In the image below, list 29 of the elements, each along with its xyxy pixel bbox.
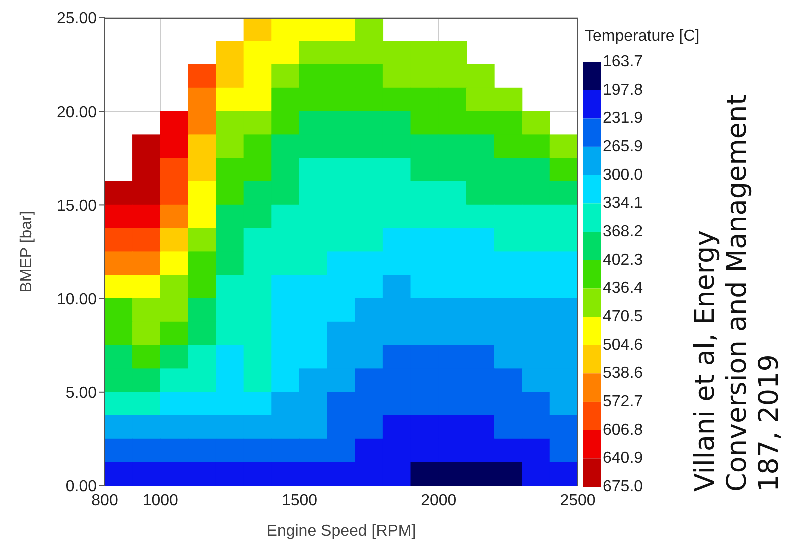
color-bar-label: 675.0 [603, 478, 644, 496]
color-bar-label: 334.1 [603, 195, 644, 212]
color-bar-label: 163.7 [603, 54, 644, 70]
color-bar-label: 470.5 [603, 308, 644, 326]
color-bar-label: 538.6 [603, 365, 644, 382]
y-tick-label: 10.00 [56, 291, 98, 308]
x-tick-label: 1500 [282, 492, 318, 510]
color-bar-label: 436.4 [603, 280, 644, 298]
color-bar-label: 368.2 [603, 223, 644, 240]
color-bar-label: 640.9 [603, 450, 644, 468]
y-tick-label: 15.00 [56, 198, 98, 215]
color-bar-label: 231.9 [603, 110, 644, 128]
x-tick-label: 2500 [560, 492, 596, 510]
y-tick-label: 5.00 [66, 385, 98, 402]
x-axis-title: Engine Speed [RPM] [266, 523, 416, 540]
x-tick-label: 2000 [421, 492, 457, 510]
color-bar-label: 572.7 [603, 393, 644, 410]
color-bar-label: 504.6 [603, 336, 644, 354]
color-bar-label: 300.0 [603, 166, 644, 184]
color-bar-label: 606.8 [603, 422, 644, 439]
y-tick-label: 20.00 [56, 104, 98, 122]
y-tick-label: 25.00 [56, 10, 98, 28]
color-bar-label: 265.9 [603, 138, 644, 156]
color-bar-label: 197.8 [603, 82, 644, 99]
color-bar-title: Temperature [C] [585, 28, 700, 45]
text: Villani et al, Energy Conversion and Management 187, 2019 [690, 94, 785, 492]
x-tick-label: 1000 [142, 492, 179, 510]
color-bar-label: 402.3 [603, 252, 644, 269]
y-axis-title: BMEP [bar] [18, 211, 36, 293]
